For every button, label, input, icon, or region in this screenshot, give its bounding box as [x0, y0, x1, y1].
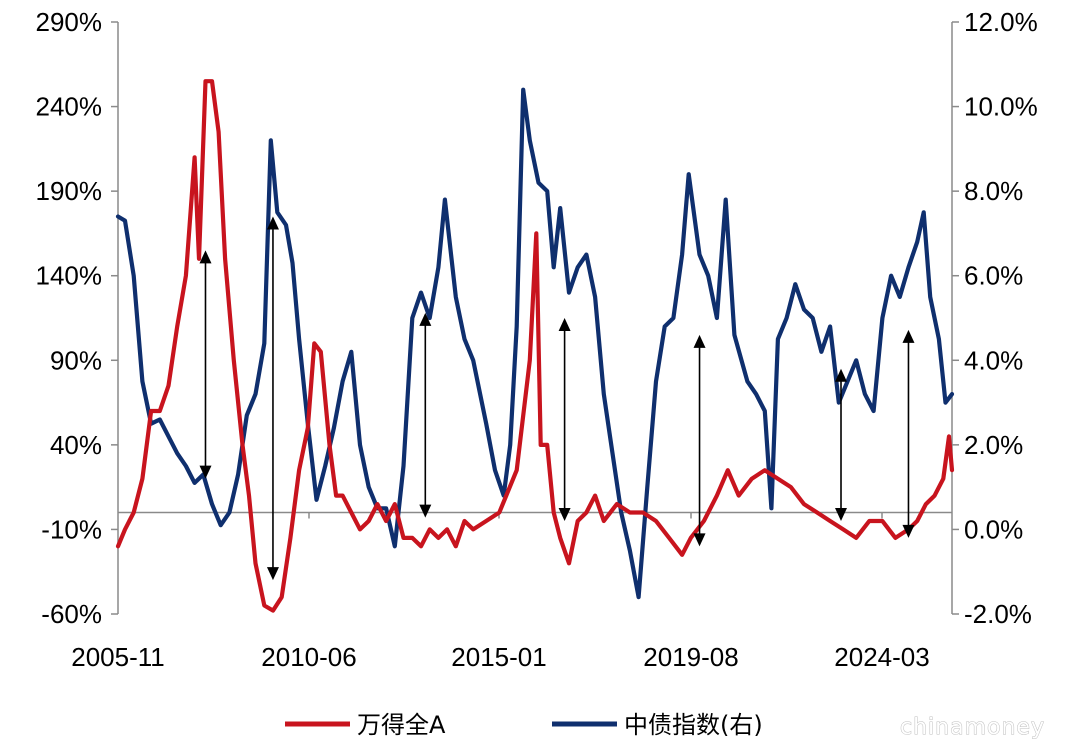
arrow-annotations	[199, 216, 915, 581]
x-tick-label: 2019-08	[643, 642, 738, 672]
right-tick-label: 10.0%	[964, 92, 1038, 122]
legend-label-wind-a: 万得全A	[357, 711, 446, 739]
left-tick-label: 240%	[36, 92, 103, 122]
series-layer	[115, 79, 955, 613]
x-tick-label: 2024-03	[834, 642, 929, 672]
right-tick-label: 6.0%	[964, 261, 1023, 291]
chart-axes	[111, 21, 959, 615]
double-arrow	[419, 312, 432, 518]
double-arrow	[835, 368, 848, 521]
double-arrow	[266, 216, 279, 581]
left-tick-label: -10%	[41, 514, 102, 544]
double-arrow	[558, 318, 571, 521]
double-arrow	[693, 334, 706, 547]
right-tick-label: -2.0%	[964, 599, 1032, 629]
x-tick-label: 2005-11	[71, 642, 165, 672]
legend: 万得全A 中债指数(右)	[285, 711, 763, 739]
left-tick-label: 140%	[36, 261, 103, 291]
series-line-chinabond	[115, 87, 955, 600]
left-tick-label: 90%	[50, 345, 102, 375]
left-tick-label: 40%	[50, 430, 102, 460]
right-tick-label: 8.0%	[964, 176, 1023, 206]
x-tick-label: 2015-01	[451, 642, 546, 672]
series-line-wind-a	[115, 79, 955, 613]
left-tick-label: 290%	[36, 7, 103, 37]
double-arrow	[902, 329, 915, 538]
right-tick-label: 4.0%	[964, 345, 1023, 375]
watermark-text: chinamoney	[900, 715, 1045, 740]
x-tick-label: 2010-06	[261, 642, 356, 672]
legend-label-chinabond: 中债指数(右)	[624, 711, 763, 739]
right-tick-label: 0.0%	[964, 514, 1023, 544]
double-arrow	[199, 250, 212, 479]
left-tick-label: -60%	[41, 599, 102, 629]
right-tick-label: 2.0%	[964, 430, 1023, 460]
left-tick-label: 190%	[36, 176, 103, 206]
right-tick-label: 12.0%	[964, 7, 1038, 37]
tick-labels: 290% 240% 190% 140% 90% 40% -10% -60% 12.0% 10.0%…	[36, 7, 1038, 672]
